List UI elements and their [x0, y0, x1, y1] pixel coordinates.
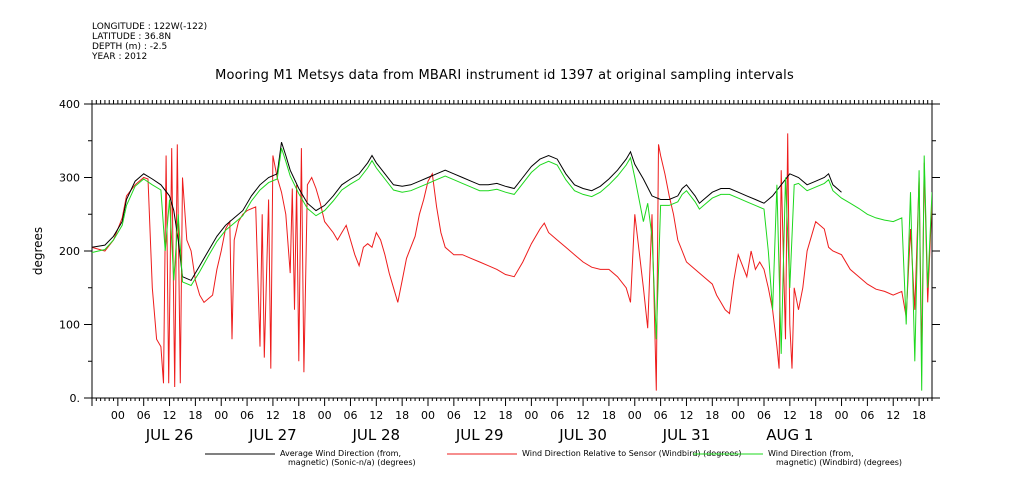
x-tick-label: 12: [679, 409, 693, 422]
y-tick-label: 100: [59, 319, 80, 332]
plot-frame: [91, 103, 933, 399]
x-tick-label: 06: [240, 409, 254, 422]
x-day-label: JUL 29: [455, 426, 504, 444]
y-tick-label: 400: [59, 98, 80, 111]
x-tick-label: 00: [111, 409, 125, 422]
legend-label: magnetic) (Windbird) (degrees): [776, 458, 902, 467]
legend-label: magnetic) (Sonic-n/a) (degrees): [288, 458, 416, 467]
meta-line: LATITUDE : 36.8N: [92, 32, 172, 42]
x-day-label: JUL 27: [248, 426, 297, 444]
x-tick-label: 18: [188, 409, 202, 422]
x-tick-label: 18: [499, 409, 513, 422]
y-tick-label: 0.: [70, 392, 81, 405]
x-tick-label: 06: [654, 409, 668, 422]
series-line: [92, 142, 842, 282]
x-day-label: JUL 31: [662, 426, 711, 444]
metadata-block: LONGITUDE : 122W(-122) LATITUDE : 36.8N …: [92, 22, 207, 62]
x-tick-label: 06: [447, 409, 461, 422]
legend-label: Wind Direction (from,: [768, 449, 854, 458]
x-tick-label: 18: [292, 409, 306, 422]
x-tick-label: 12: [163, 409, 177, 422]
x-day-label: JUL 26: [145, 426, 194, 444]
legend-label: Wind Direction Relative to Sensor (Windb…: [522, 449, 742, 458]
series-line: [92, 133, 932, 391]
x-tick-label: 12: [783, 409, 797, 422]
x-tick-label: 12: [576, 409, 590, 422]
series-line: [92, 147, 932, 391]
legend-label: Average Wind Direction (from,: [280, 449, 401, 458]
x-tick-label: 12: [369, 409, 383, 422]
meta-line: LONGITUDE : 122W(-122): [92, 22, 208, 32]
x-tick-label: 00: [731, 409, 745, 422]
x-tick-label: 12: [473, 409, 487, 422]
x-tick-label: 06: [550, 409, 564, 422]
x-tick-label: 18: [912, 409, 926, 422]
x-tick-label: 18: [809, 409, 823, 422]
x-tick-label: 18: [705, 409, 719, 422]
x-day-label: AUG 1: [766, 426, 813, 444]
y-tick-label: 200: [59, 245, 80, 258]
meta-line: YEAR : 2012: [92, 52, 148, 62]
meta-line: DEPTH (m) : -2.5: [92, 42, 168, 52]
x-tick-label: 12: [886, 409, 900, 422]
x-tick-label: 06: [757, 409, 771, 422]
x-tick-label: 00: [835, 409, 849, 422]
x-tick-label: 18: [602, 409, 616, 422]
x-tick-label: 00: [214, 409, 228, 422]
x-tick-label: 06: [860, 409, 874, 422]
x-tick-label: 06: [137, 409, 151, 422]
x-tick-label: 06: [343, 409, 357, 422]
x-tick-label: 18: [395, 409, 409, 422]
x-day-label: JUL 28: [351, 426, 400, 444]
x-tick-label: 00: [524, 409, 538, 422]
x-tick-label: 00: [421, 409, 435, 422]
x-tick-label: 00: [318, 409, 332, 422]
x-tick-label: 00: [628, 409, 642, 422]
chart-title: Mooring M1 Metsys data from MBARI instru…: [215, 68, 794, 83]
y-axis-label: degrees: [31, 227, 45, 275]
x-day-label: JUL 30: [558, 426, 607, 444]
y-tick-label: 300: [59, 172, 80, 185]
x-tick-label: 12: [266, 409, 280, 422]
